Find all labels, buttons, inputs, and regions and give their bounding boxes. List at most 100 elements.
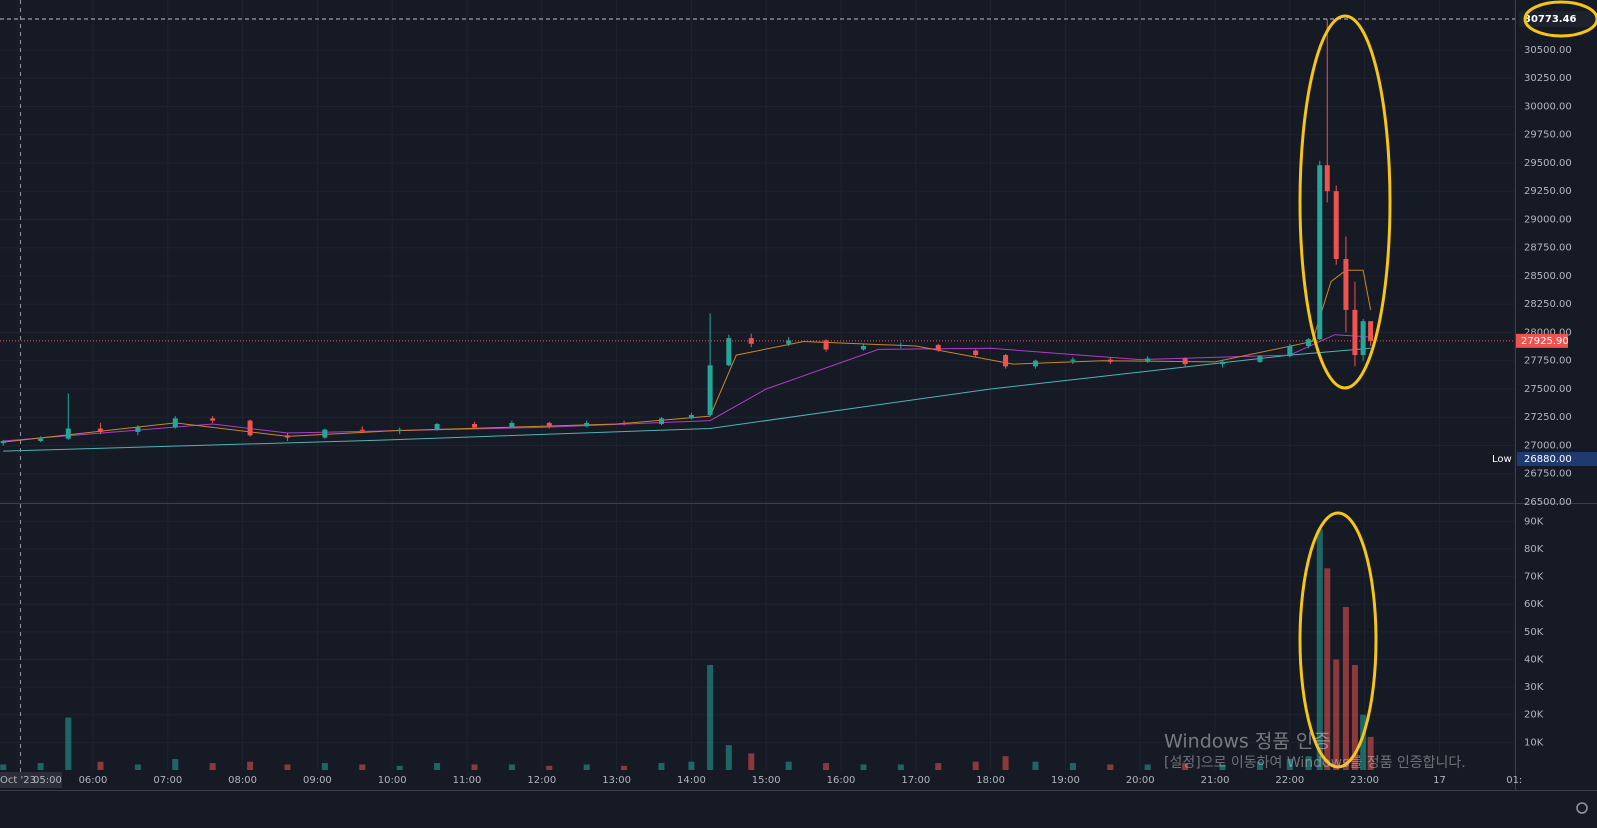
volume-bar <box>1144 764 1151 770</box>
last-price-bg <box>1516 333 1568 348</box>
volume-tick-label: 30K <box>1524 682 1544 693</box>
x-tick-label: 19:00 <box>1051 775 1080 786</box>
x-tick-label: 17 <box>1433 775 1446 786</box>
y-tick-label: 27000.00 <box>1524 440 1572 451</box>
volume-bar <box>583 764 590 770</box>
volume-bar <box>134 764 141 770</box>
candle-body <box>726 338 732 366</box>
candle-body <box>509 422 515 428</box>
volume-bar <box>1342 606 1349 770</box>
volume-bar <box>688 761 695 770</box>
volume-tick-label: 50K <box>1524 627 1544 638</box>
volume-bar <box>897 764 904 770</box>
candle-body <box>1070 359 1076 361</box>
settings-icon[interactable] <box>1576 802 1588 814</box>
volume-bar <box>707 664 714 770</box>
volume-bar <box>0 764 7 770</box>
y-tick-label: 28250.00 <box>1524 299 1572 310</box>
x-tick-label: 21:00 <box>1201 775 1230 786</box>
y-tick-label: 29750.00 <box>1524 130 1572 141</box>
volume-bar <box>65 717 72 770</box>
x-tick-label: 12:00 <box>527 775 556 786</box>
volume-bar <box>1333 659 1340 770</box>
volume-tick-label: 80K <box>1524 544 1544 555</box>
candle-body <box>1360 321 1366 356</box>
y-tick-label: 27500.00 <box>1524 384 1572 395</box>
y-tick-label: 26500.00 <box>1524 497 1572 508</box>
candle-body <box>973 350 979 356</box>
x-tick-label: 22:00 <box>1275 775 1304 786</box>
volume-bar <box>1360 714 1367 770</box>
candle-body <box>397 429 403 431</box>
volume-tick-label: 20K <box>1524 710 1544 721</box>
x-tick-label: 07:00 <box>153 775 182 786</box>
candle-body <box>172 418 178 428</box>
watermark-subtitle: [설정]으로 이동하여 Windows를 정품 인증합니다. <box>1164 755 1466 771</box>
volume-bar <box>823 763 830 770</box>
y-tick-label: 28000.00 <box>1524 327 1572 338</box>
volume-tick-label: 70K <box>1524 572 1544 583</box>
candle-body <box>1306 339 1312 347</box>
x-tick-label: 17:00 <box>901 775 930 786</box>
candle-body <box>1003 355 1009 367</box>
candle-body <box>898 344 904 347</box>
candle-body <box>1257 356 1263 362</box>
candle-body <box>1145 358 1151 362</box>
y-tick-label: 28500.00 <box>1524 271 1572 282</box>
candle-body <box>688 414 694 419</box>
y-tick-label: 27250.00 <box>1524 412 1572 423</box>
volume-bar <box>658 763 665 770</box>
x-tick-label: 09:00 <box>303 775 332 786</box>
candle-body <box>1333 191 1339 260</box>
candle-body <box>658 418 664 425</box>
low-tag-bg <box>1517 452 1597 467</box>
y-tick-label: 28750.00 <box>1524 243 1572 254</box>
y-tick-label: 27750.00 <box>1524 356 1572 367</box>
y-tick-label: 29000.00 <box>1524 214 1572 225</box>
candle-body <box>0 440 6 444</box>
volume-bar <box>247 761 254 770</box>
volume-bar <box>1324 568 1331 770</box>
candle-body <box>284 435 290 438</box>
candle-body <box>1317 165 1323 340</box>
volume-bar <box>1219 764 1226 770</box>
y-tick-label: 29500.00 <box>1524 158 1572 169</box>
x-tick-label: 14:00 <box>677 775 706 786</box>
volume-bar <box>935 763 942 770</box>
candle-body <box>471 424 477 428</box>
volume-bar <box>1351 664 1358 770</box>
candle-body <box>359 429 365 431</box>
candle-body <box>1368 321 1374 341</box>
x-tick-label: 16:00 <box>827 775 856 786</box>
volume-bar <box>172 758 179 770</box>
moving-average-line <box>3 269 1372 443</box>
moving-average-line <box>3 347 1371 452</box>
y-tick-label: 30500.00 <box>1524 45 1572 56</box>
last-price-label: 27925.90 <box>1521 336 1569 347</box>
high-label-bg <box>1519 11 1595 28</box>
candle-body <box>584 422 590 427</box>
candle-body <box>860 346 866 350</box>
candle-body <box>38 438 44 441</box>
candle-body <box>935 344 941 351</box>
volume-bar <box>1286 758 1293 770</box>
candle-body <box>210 418 216 421</box>
volume-bar <box>209 763 216 770</box>
volume-bar <box>97 761 104 770</box>
volume-bar <box>284 764 291 770</box>
low-label: 26880.00 <box>1524 454 1572 465</box>
y-tick-label: 30250.00 <box>1524 73 1572 84</box>
candle-body <box>1182 358 1188 365</box>
candle-body <box>1324 165 1330 192</box>
candle-body <box>786 340 792 344</box>
candle-body <box>1352 309 1358 356</box>
volume-bar <box>748 753 755 770</box>
volume-bar <box>1002 756 1009 770</box>
volume-bar <box>621 765 628 770</box>
high-label: 30773.46 <box>1524 14 1577 25</box>
volume-bar <box>1032 761 1039 770</box>
volume-tick-label: 60K <box>1524 599 1544 610</box>
low-tag: Low <box>1492 454 1512 465</box>
x-tick-label: 13:00 <box>602 775 631 786</box>
x-tick-label: 20:00 <box>1126 775 1155 786</box>
